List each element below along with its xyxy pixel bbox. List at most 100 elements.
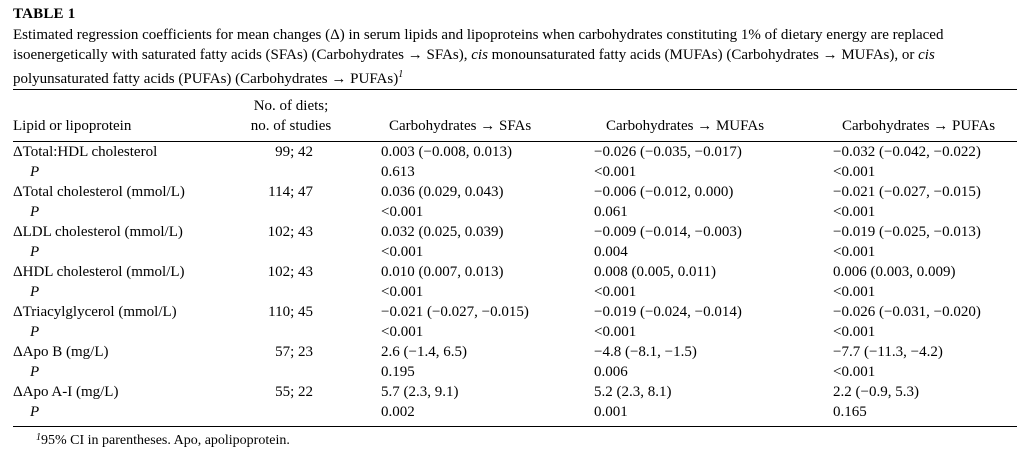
header-lipid: Lipid or lipoprotein: [13, 118, 132, 134]
row-pufa: −0.026 (−0.031, −0.020): [833, 304, 981, 320]
caption-text-3: polyunsaturated fatty acids (PUFAs) (Car…: [13, 71, 399, 87]
header-pufa: Carbohydrates → PUFAs: [842, 118, 996, 134]
header-diets-line1: No. of diets;: [253, 98, 329, 114]
table-row-p: P 0.195 0.006 <0.001: [0, 362, 1024, 382]
row-sfa: <0.001: [381, 244, 424, 260]
row-pufa: <0.001: [833, 164, 876, 180]
row-mufa: 0.004: [594, 244, 628, 260]
row-sfa: 0.010 (0.007, 0.013): [381, 264, 504, 280]
row-sfa: 2.6 (−1.4, 6.5): [381, 344, 467, 360]
row-sfa: 0.003 (−0.008, 0.013): [381, 144, 512, 160]
header-diets-line2: no. of studies: [250, 118, 332, 134]
table-row: ΔApo B (mg/L) 57; 23 2.6 (−1.4, 6.5) −4.…: [0, 342, 1024, 362]
row-pufa: −0.019 (−0.025, −0.013): [833, 224, 981, 240]
row-pufa: −0.021 (−0.027, −0.015): [833, 184, 981, 200]
row-pufa: 0.006 (0.003, 0.009): [833, 264, 956, 280]
top-rule: [13, 89, 1017, 91]
row-diets: 114; 47: [268, 184, 313, 200]
row-pufa: <0.001: [833, 284, 876, 300]
table-row-p: P <0.001 0.061 <0.001: [0, 202, 1024, 222]
row-diets: 102; 43: [267, 264, 313, 280]
table-row-p: P <0.001 <0.001 <0.001: [0, 282, 1024, 302]
row-mufa: 0.006: [594, 364, 628, 380]
table-row-p: P <0.001 0.004 <0.001: [0, 242, 1024, 262]
row-label: ΔLDL cholesterol (mmol/L): [13, 224, 183, 240]
row-label: ΔHDL cholesterol (mmol/L): [13, 264, 185, 280]
row-diets: 57; 23: [275, 344, 313, 360]
row-pufa: −7.7 (−11.3, −4.2): [833, 344, 943, 360]
row-sfa: <0.001: [381, 204, 424, 220]
row-mufa: 0.001: [594, 404, 628, 420]
row-label: ΔTriacylglycerol (mmol/L): [13, 304, 177, 320]
row-pufa: 0.165: [833, 404, 867, 420]
caption-cis-2: cis: [918, 47, 935, 63]
row-label: P: [30, 244, 40, 260]
row-mufa: <0.001: [594, 324, 637, 340]
row-mufa: <0.001: [594, 164, 637, 180]
row-mufa: −0.019 (−0.024, −0.014): [594, 304, 742, 320]
table-row: ΔTriacylglycerol (mmol/L) 110; 45 −0.021…: [0, 302, 1024, 322]
row-sfa: −0.021 (−0.027, −0.015): [381, 304, 529, 320]
row-diets: 110; 45: [268, 304, 313, 320]
row-pufa: <0.001: [833, 244, 876, 260]
row-mufa: −4.8 (−8.1, −1.5): [594, 344, 697, 360]
caption-cis-1: cis: [471, 47, 488, 63]
table-row: ΔLDL cholesterol (mmol/L) 102; 43 0.032 …: [0, 222, 1024, 242]
row-mufa: −0.026 (−0.035, −0.017): [594, 144, 742, 160]
row-label: P: [30, 284, 40, 300]
row-label: P: [30, 204, 40, 220]
row-sfa: 0.613: [381, 164, 415, 180]
row-sfa: <0.001: [381, 324, 424, 340]
row-label: ΔTotal:HDL cholesterol: [13, 144, 158, 160]
bottom-rule: [13, 426, 1017, 427]
row-sfa: 0.036 (0.029, 0.043): [381, 184, 504, 200]
table-label: TABLE 1: [13, 6, 76, 22]
row-sfa: <0.001: [381, 284, 424, 300]
table-row: ΔApo A-I (mg/L) 55; 22 5.7 (2.3, 9.1) 5.…: [0, 382, 1024, 402]
header-rule: [13, 141, 1017, 142]
row-sfa: 0.195: [381, 364, 415, 380]
caption-footnote-mark: 1: [398, 69, 404, 80]
row-sfa: 5.7 (2.3, 9.1): [381, 384, 459, 400]
row-sfa: 0.032 (0.025, 0.039): [381, 224, 504, 240]
row-pufa: <0.001: [833, 204, 876, 220]
row-mufa: 0.061: [594, 204, 628, 220]
caption-text-1: Estimated regression coefficients for me…: [13, 27, 944, 63]
footnote-mark: 1: [36, 432, 41, 443]
row-label: ΔApo B (mg/L): [13, 344, 109, 360]
row-pufa: −0.032 (−0.042, −0.022): [833, 144, 981, 160]
header-sfa: Carbohydrates → SFAs: [389, 118, 532, 134]
row-label: P: [30, 324, 40, 340]
row-label: P: [30, 404, 40, 420]
row-pufa: <0.001: [833, 364, 876, 380]
table-caption: Estimated regression coefficients for me…: [13, 25, 1003, 89]
row-mufa: 5.2 (2.3, 8.1): [594, 384, 672, 400]
row-mufa: −0.009 (−0.014, −0.003): [594, 224, 742, 240]
row-mufa: −0.006 (−0.012, 0.000): [594, 184, 734, 200]
row-sfa: 0.002: [381, 404, 415, 420]
row-diets: 55; 22: [275, 384, 313, 400]
table-row-p: P 0.002 0.001 0.165: [0, 402, 1024, 422]
row-diets: 102; 43: [267, 224, 313, 240]
row-label: ΔTotal cholesterol (mmol/L): [13, 184, 185, 200]
header-mufa: Carbohydrates → MUFAs: [606, 118, 765, 134]
footnote-text: 95% CI in parentheses. Apo, apolipoprote…: [41, 433, 290, 448]
table-row: ΔTotal:HDL cholesterol 99; 42 0.003 (−0.…: [0, 142, 1024, 162]
table-row-p: P <0.001 <0.001 <0.001: [0, 322, 1024, 342]
row-label: ΔApo A-I (mg/L): [13, 384, 119, 400]
row-mufa: <0.001: [594, 284, 637, 300]
header-diets: No. of diets; no. of studies: [233, 96, 349, 136]
caption-text-2: monounsaturated fatty acids (MUFAs) (Car…: [487, 47, 919, 63]
row-pufa: <0.001: [833, 324, 876, 340]
table-footnote: 195% CI in parentheses. Apo, apolipoprot…: [36, 429, 290, 450]
row-label: P: [30, 164, 40, 180]
row-diets: 99; 42: [275, 144, 313, 160]
row-mufa: 0.008 (0.005, 0.011): [594, 264, 716, 280]
row-label: P: [30, 364, 40, 380]
table-body: ΔTotal:HDL cholesterol 99; 42 0.003 (−0.…: [0, 142, 1024, 422]
row-pufa: 2.2 (−0.9, 5.3): [833, 384, 919, 400]
table-row-p: P 0.613 <0.001 <0.001: [0, 162, 1024, 182]
table-row: ΔHDL cholesterol (mmol/L) 102; 43 0.010 …: [0, 262, 1024, 282]
table-row: ΔTotal cholesterol (mmol/L) 114; 47 0.03…: [0, 182, 1024, 202]
